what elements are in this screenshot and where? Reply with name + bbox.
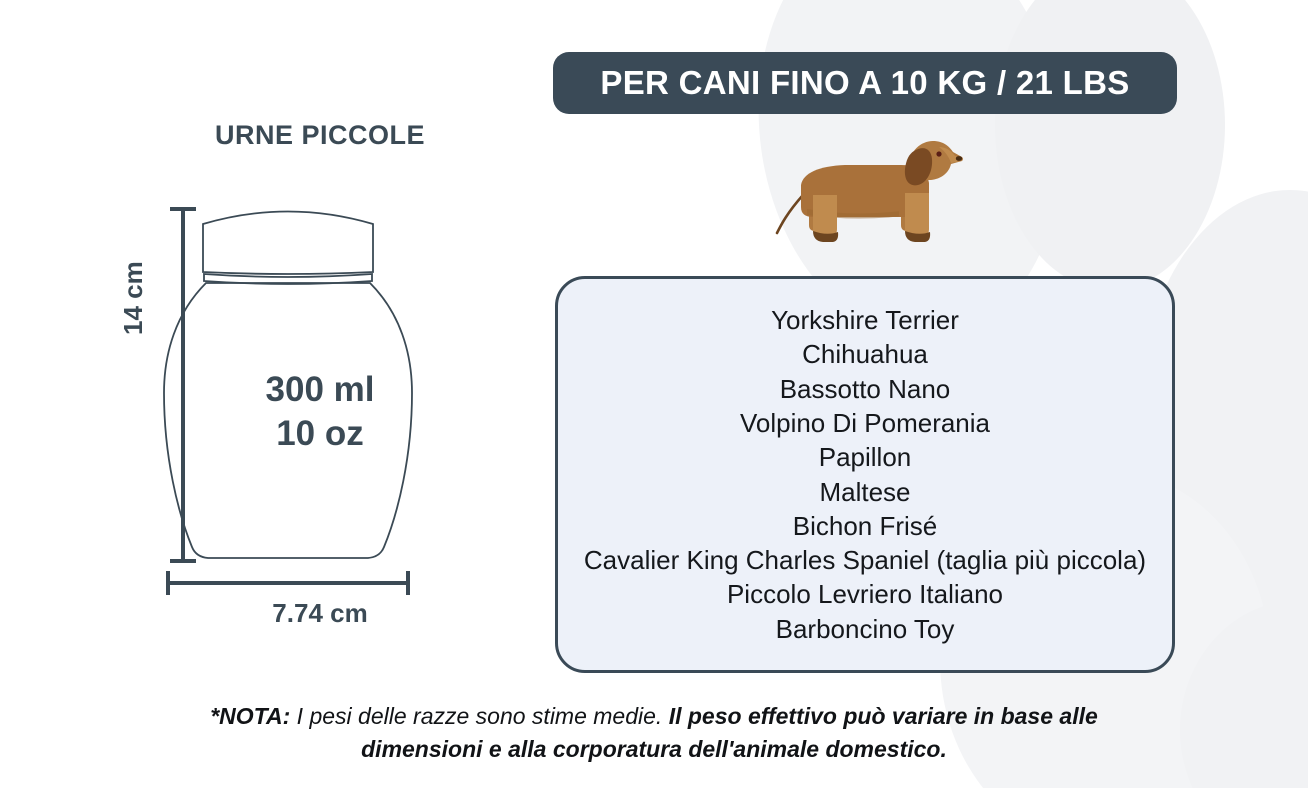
banner-label: PER CANI FINO A 10 KG / 21 LBS	[600, 64, 1130, 101]
urn-section-title: URNE PICCOLE	[214, 120, 426, 150]
height-dimension-line	[170, 207, 196, 563]
footnote: *NOTA: I pesi delle razze sono stime med…	[154, 700, 1154, 765]
breed-item: Barboncino Toy	[775, 613, 955, 644]
urn-body	[163, 282, 413, 559]
urn-lid	[202, 210, 374, 275]
breed-item: Yorkshire Terrier	[771, 304, 959, 335]
breed-item: Cavalier King Charles Spaniel (taglia pi…	[583, 545, 1147, 576]
width-dimension-line	[166, 571, 410, 595]
background-blob	[995, 0, 1225, 290]
breed-item: Volpino Di Pomerania	[739, 407, 991, 438]
breed-item: Bichon Frisé	[792, 510, 938, 541]
breed-item: Papillon	[818, 442, 912, 473]
breed-item: Piccolo Levriero Italiano	[726, 579, 1004, 610]
urn-width-label: 7.74 cm	[272, 598, 368, 628]
footnote-strong: Il peso effettivo può variare in base al…	[361, 703, 1098, 762]
breed-item: Chihuahua	[802, 339, 928, 370]
background-blob	[1180, 600, 1308, 788]
footnote-normal: I pesi delle razze sono stime medie.	[290, 703, 669, 729]
breed-item: Maltese	[819, 476, 911, 507]
breed-list-card: Yorkshire Terrier Chihuahua Bassotto Nan…	[555, 276, 1175, 673]
footnote-lead: *NOTA:	[210, 703, 291, 729]
breed-list: Yorkshire Terrier Chihuahua Bassotto Nan…	[558, 303, 1172, 646]
urn-height-label: 14 cm	[118, 261, 148, 335]
urn-diagram	[163, 207, 413, 595]
weight-range-banner: PER CANI FINO A 10 KG / 21 LBS	[553, 52, 1177, 114]
dachshund-icon	[775, 141, 963, 242]
breed-item: Bassotto Nano	[779, 373, 951, 404]
